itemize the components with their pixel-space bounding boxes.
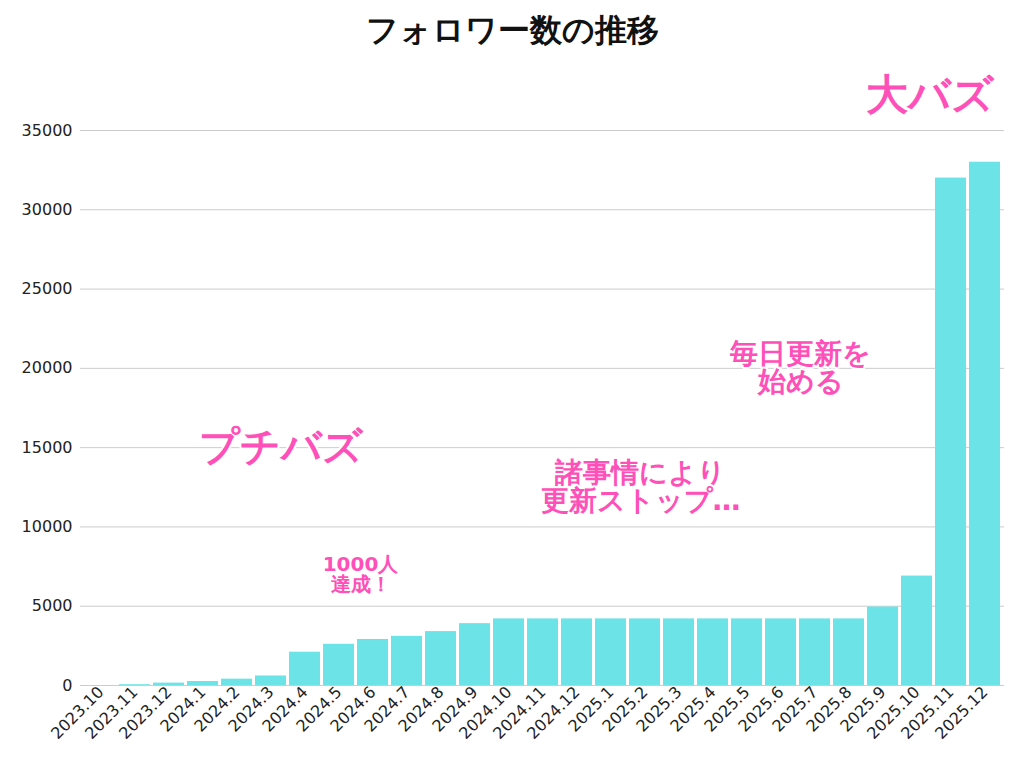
svg-text:2025.2: 2025.2 [598,682,652,736]
svg-text:2025.5: 2025.5 [700,682,754,736]
svg-text:2025.1: 2025.1 [564,682,618,736]
svg-text:1000人達成！: 1000人達成！ [323,552,400,596]
svg-text:35000: 35000 [22,121,73,140]
svg-text:2025.6: 2025.6 [734,682,788,736]
svg-text:2024.8: 2024.8 [394,682,448,736]
svg-text:諸事情により更新ストップ…: 諸事情により更新ストップ… [541,456,741,517]
svg-text:2025.11: 2025.11 [897,682,958,743]
svg-text:2024.7: 2024.7 [360,682,414,736]
svg-text:2023.12: 2023.12 [115,682,176,743]
svg-text:2025.4: 2025.4 [666,682,720,736]
html-text:フォロワー数の推移: フォロワー数の推移 [365,11,659,49]
svg-text:2024.11: 2024.11 [489,682,550,743]
svg-text:2025.10: 2025.10 [863,682,924,743]
svg-text:毎日更新を始める: 毎日更新を始める [729,337,871,398]
svg-text:15000: 15000 [22,438,73,457]
svg-text:2024.5: 2024.5 [292,682,346,736]
svg-text:2024.12: 2024.12 [523,682,584,743]
svg-text:プチバズ: プチバズ [199,423,364,469]
svg-text:10000: 10000 [22,517,73,536]
svg-text:2024.9: 2024.9 [428,682,482,736]
svg-text:大バズ: 大バズ [866,70,995,119]
svg-text:2024.10: 2024.10 [455,682,516,743]
svg-text:2024.6: 2024.6 [326,682,380,736]
svg-text:0: 0 [62,676,72,695]
svg-text:2023.11: 2023.11 [81,682,142,743]
svg-text:2024.3: 2024.3 [224,682,278,736]
svg-text:2025.12: 2025.12 [931,683,991,743]
svg-text:2024.4: 2024.4 [258,682,312,736]
svg-text:25000: 25000 [22,279,73,298]
svg-text:2025.8: 2025.8 [802,682,856,736]
svg-text:30000: 30000 [22,200,73,219]
svg-text:2024.2: 2024.2 [190,682,244,736]
svg-text:2025.7: 2025.7 [768,682,822,736]
svg-text:5000: 5000 [32,596,73,615]
svg-text:2023.10: 2023.10 [47,682,108,743]
svg-text:2025.3: 2025.3 [632,682,686,736]
svg-text:2024.1: 2024.1 [156,682,210,736]
svg-text:2025.9: 2025.9 [836,682,890,736]
svg-text:20000: 20000 [22,358,73,377]
